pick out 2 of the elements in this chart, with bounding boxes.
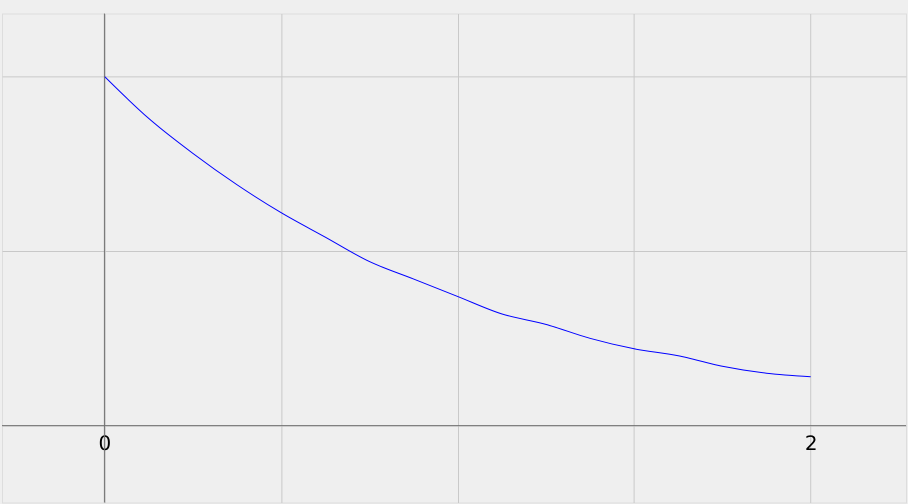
x-tick-label: 2	[804, 431, 818, 456]
x-tick-label: 0	[98, 431, 112, 456]
